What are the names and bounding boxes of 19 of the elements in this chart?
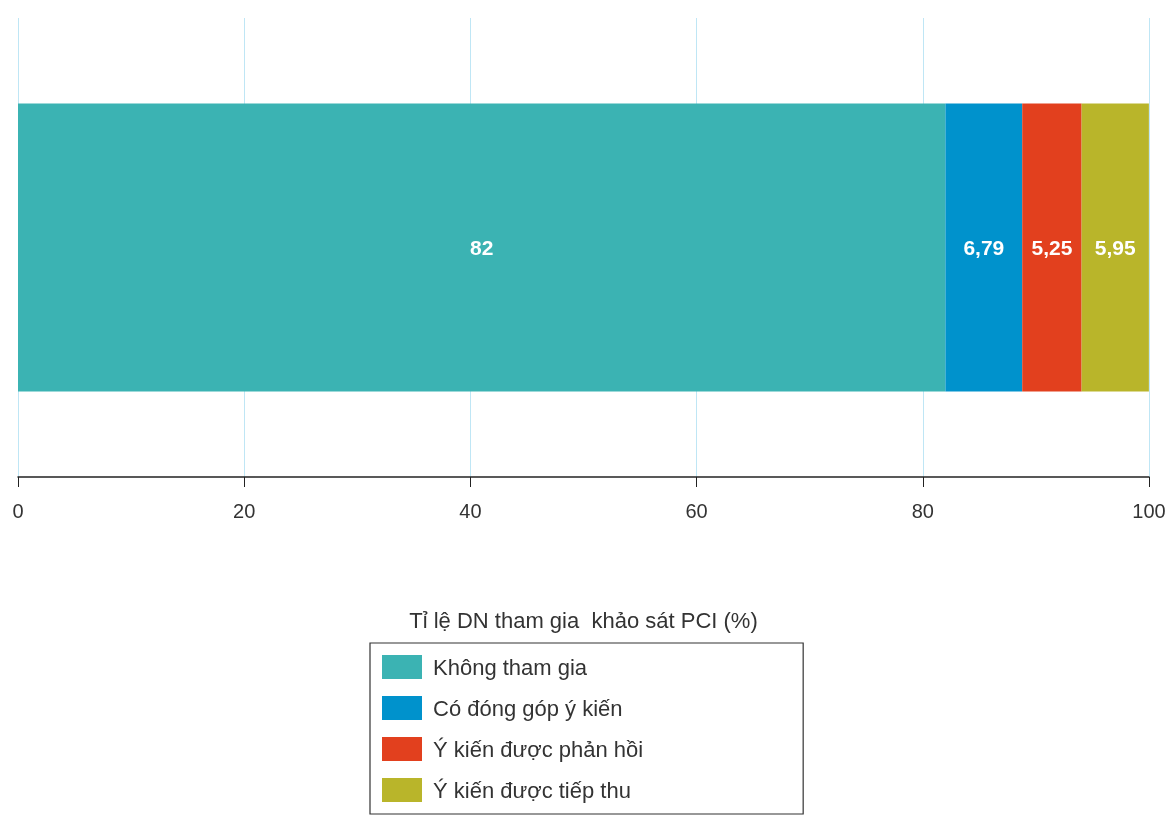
- bar: [18, 103, 946, 392]
- legend-label: Ý kiến được phản hồi: [433, 736, 644, 762]
- x-tick-label: 20: [233, 500, 256, 522]
- data-label: 6,79: [963, 236, 1005, 259]
- data-label: 5,25: [1031, 236, 1073, 259]
- bar: [945, 103, 1023, 392]
- x-tick-label: 0: [12, 500, 24, 522]
- bar: [1022, 103, 1082, 392]
- x-axis-title: Tỉ lệ DN tham gia khảo sát PCI (%): [409, 607, 758, 633]
- legend-label: Không tham gia: [433, 654, 588, 680]
- x-tick-label: 40: [459, 500, 482, 522]
- data-label: 82: [470, 236, 494, 259]
- x-tick-label: 60: [685, 500, 708, 522]
- legend-label: Ý kiến được tiếp thu: [433, 777, 631, 803]
- x-tick-label: 100: [1132, 500, 1166, 522]
- legend-label: Có đóng góp ý kiến: [433, 695, 623, 721]
- x-tick-label: 80: [911, 500, 934, 522]
- data-label: 5,95: [1094, 236, 1136, 259]
- bar: [1081, 103, 1149, 392]
